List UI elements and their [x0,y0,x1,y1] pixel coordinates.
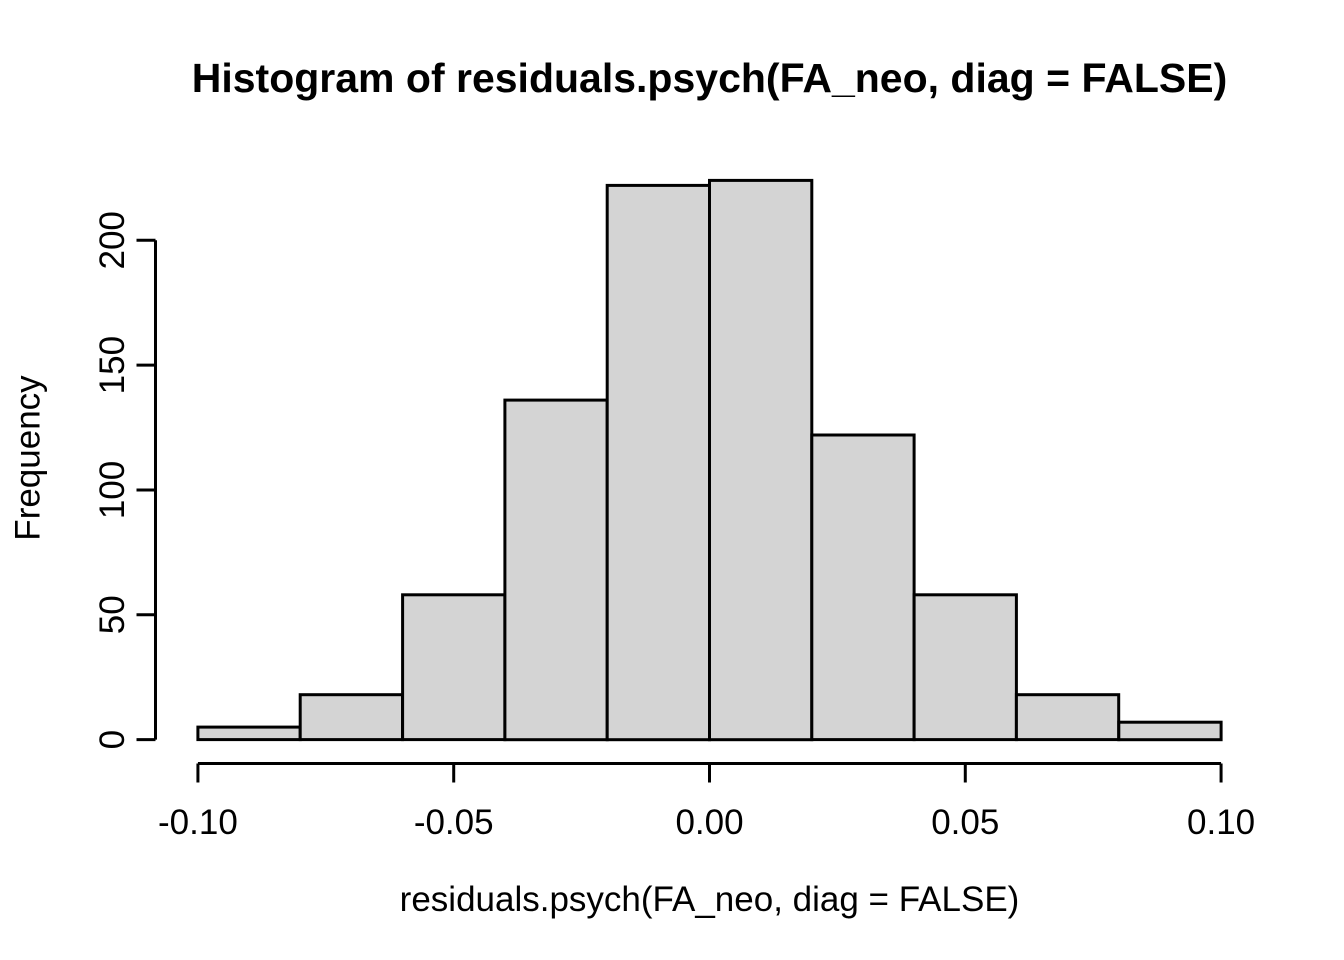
y-tick-label: 50 [93,595,132,634]
x-axis-label: residuals.psych(FA_neo, diag = FALSE) [399,880,1020,919]
histogram-bar [1117,720,1223,742]
histogram-bar [503,398,609,742]
y-tick-label: 0 [93,730,132,749]
y-tick-label: 100 [93,461,132,519]
x-tick-label: 0.05 [931,803,999,842]
y-tick-label: 200 [93,211,132,269]
histogram-bar [810,433,916,742]
histogram-bar [196,725,302,742]
histogram-bar [708,178,814,742]
x-tick-label: 0.10 [1187,803,1255,842]
x-tick-label: -0.05 [414,803,494,842]
chart-title: Histogram of residuals.psych(FA_neo, dia… [191,55,1228,101]
histogram-bar [605,183,712,742]
histogram-bar [298,693,405,742]
x-tick-label: -0.10 [158,803,238,842]
histogram-bar [912,593,1018,742]
histogram-bar [401,593,507,742]
y-tick-label: 150 [93,336,132,394]
histogram-bar [1014,693,1121,742]
x-tick-label: 0.00 [675,803,743,842]
